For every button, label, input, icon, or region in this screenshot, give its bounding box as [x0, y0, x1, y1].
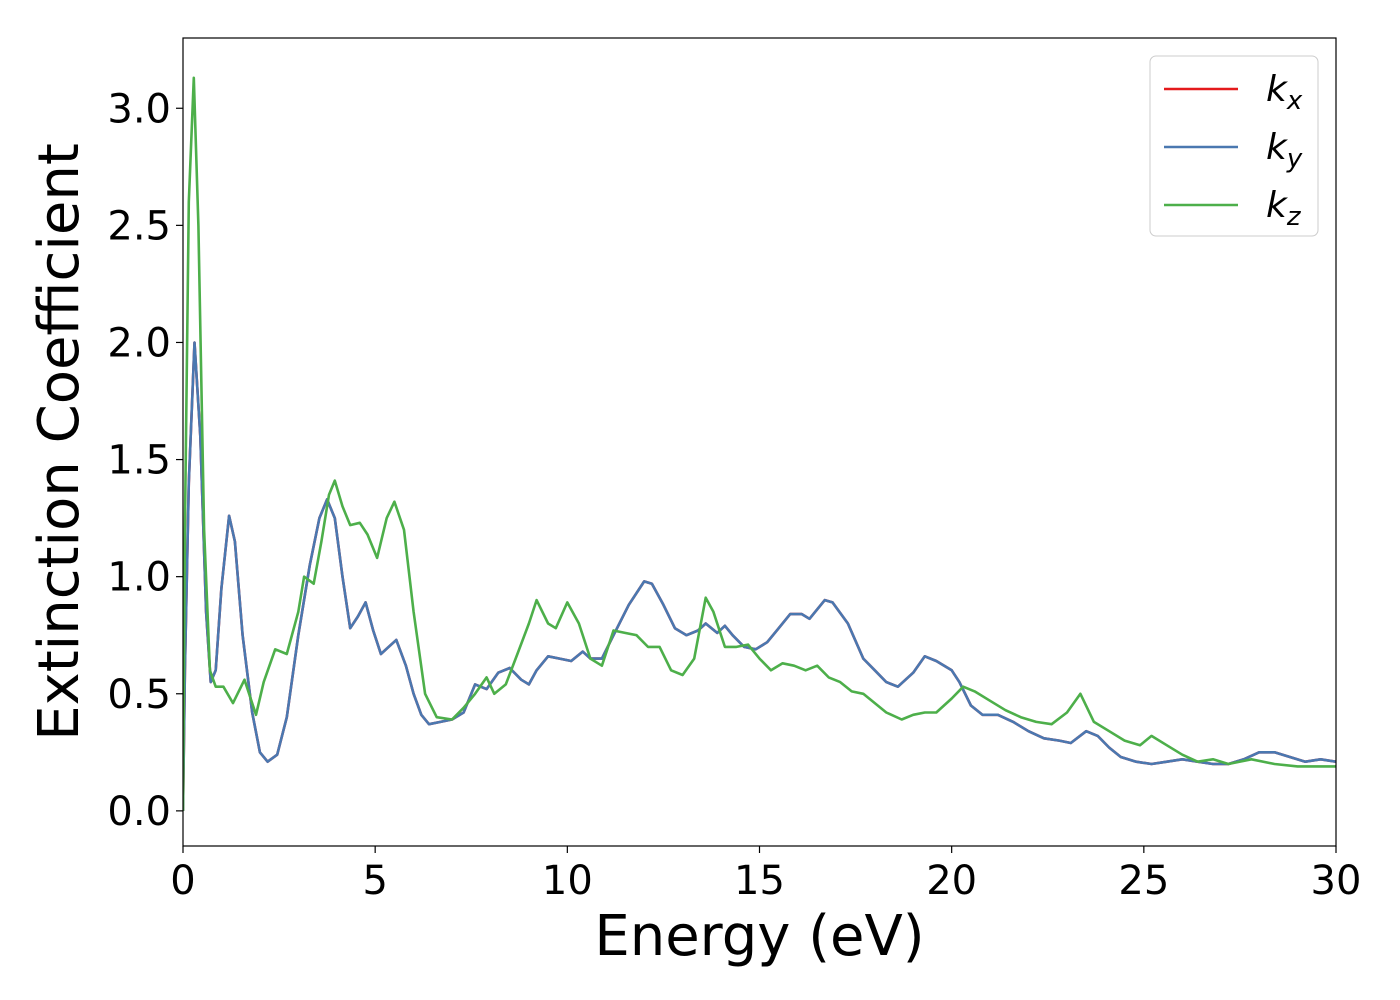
x-tick-label: 30: [1311, 858, 1362, 904]
y-axis-label: Extinction Coefficient: [27, 143, 92, 741]
x-axis-ticks: 0 5 10 15 20 25 30: [170, 846, 1361, 904]
y-tick-label: 1.0: [107, 555, 171, 601]
x-tick-label: 5: [362, 858, 387, 904]
legend-label-base: k: [1266, 69, 1289, 110]
series-layer: [183, 76, 1336, 811]
x-tick-label: 15: [734, 858, 785, 904]
series-line-k-y: [183, 341, 1336, 811]
y-tick-label: 2.5: [107, 203, 171, 249]
legend-label-base: k: [1266, 185, 1289, 226]
x-axis-label: Energy (eV): [594, 904, 924, 969]
legend-label-k-x: kx: [1266, 69, 1303, 116]
legend-label-k-z: kz: [1266, 185, 1302, 232]
x-tick-label: 10: [542, 858, 593, 904]
legend-label-subscript: y: [1286, 144, 1303, 174]
y-axis-ticks: 0.0 0.5 1.0 1.5 2.0 2.5 3.0: [107, 86, 183, 835]
y-tick-label: 2.0: [107, 320, 171, 366]
x-tick-label: 25: [1118, 858, 1169, 904]
legend-label-subscript: x: [1286, 86, 1303, 116]
legend-label-base: k: [1266, 127, 1289, 168]
legend-label-k-y: ky: [1266, 127, 1303, 174]
y-tick-label: 3.0: [107, 86, 171, 132]
y-tick-label: 0.5: [107, 672, 171, 718]
x-tick-label: 0: [170, 858, 195, 904]
legend-label-subscript: z: [1286, 202, 1302, 232]
series-line-k-z: [183, 76, 1336, 811]
y-tick-label: 0.0: [107, 789, 171, 835]
y-tick-label: 1.5: [107, 438, 171, 484]
x-tick-label: 20: [926, 858, 977, 904]
